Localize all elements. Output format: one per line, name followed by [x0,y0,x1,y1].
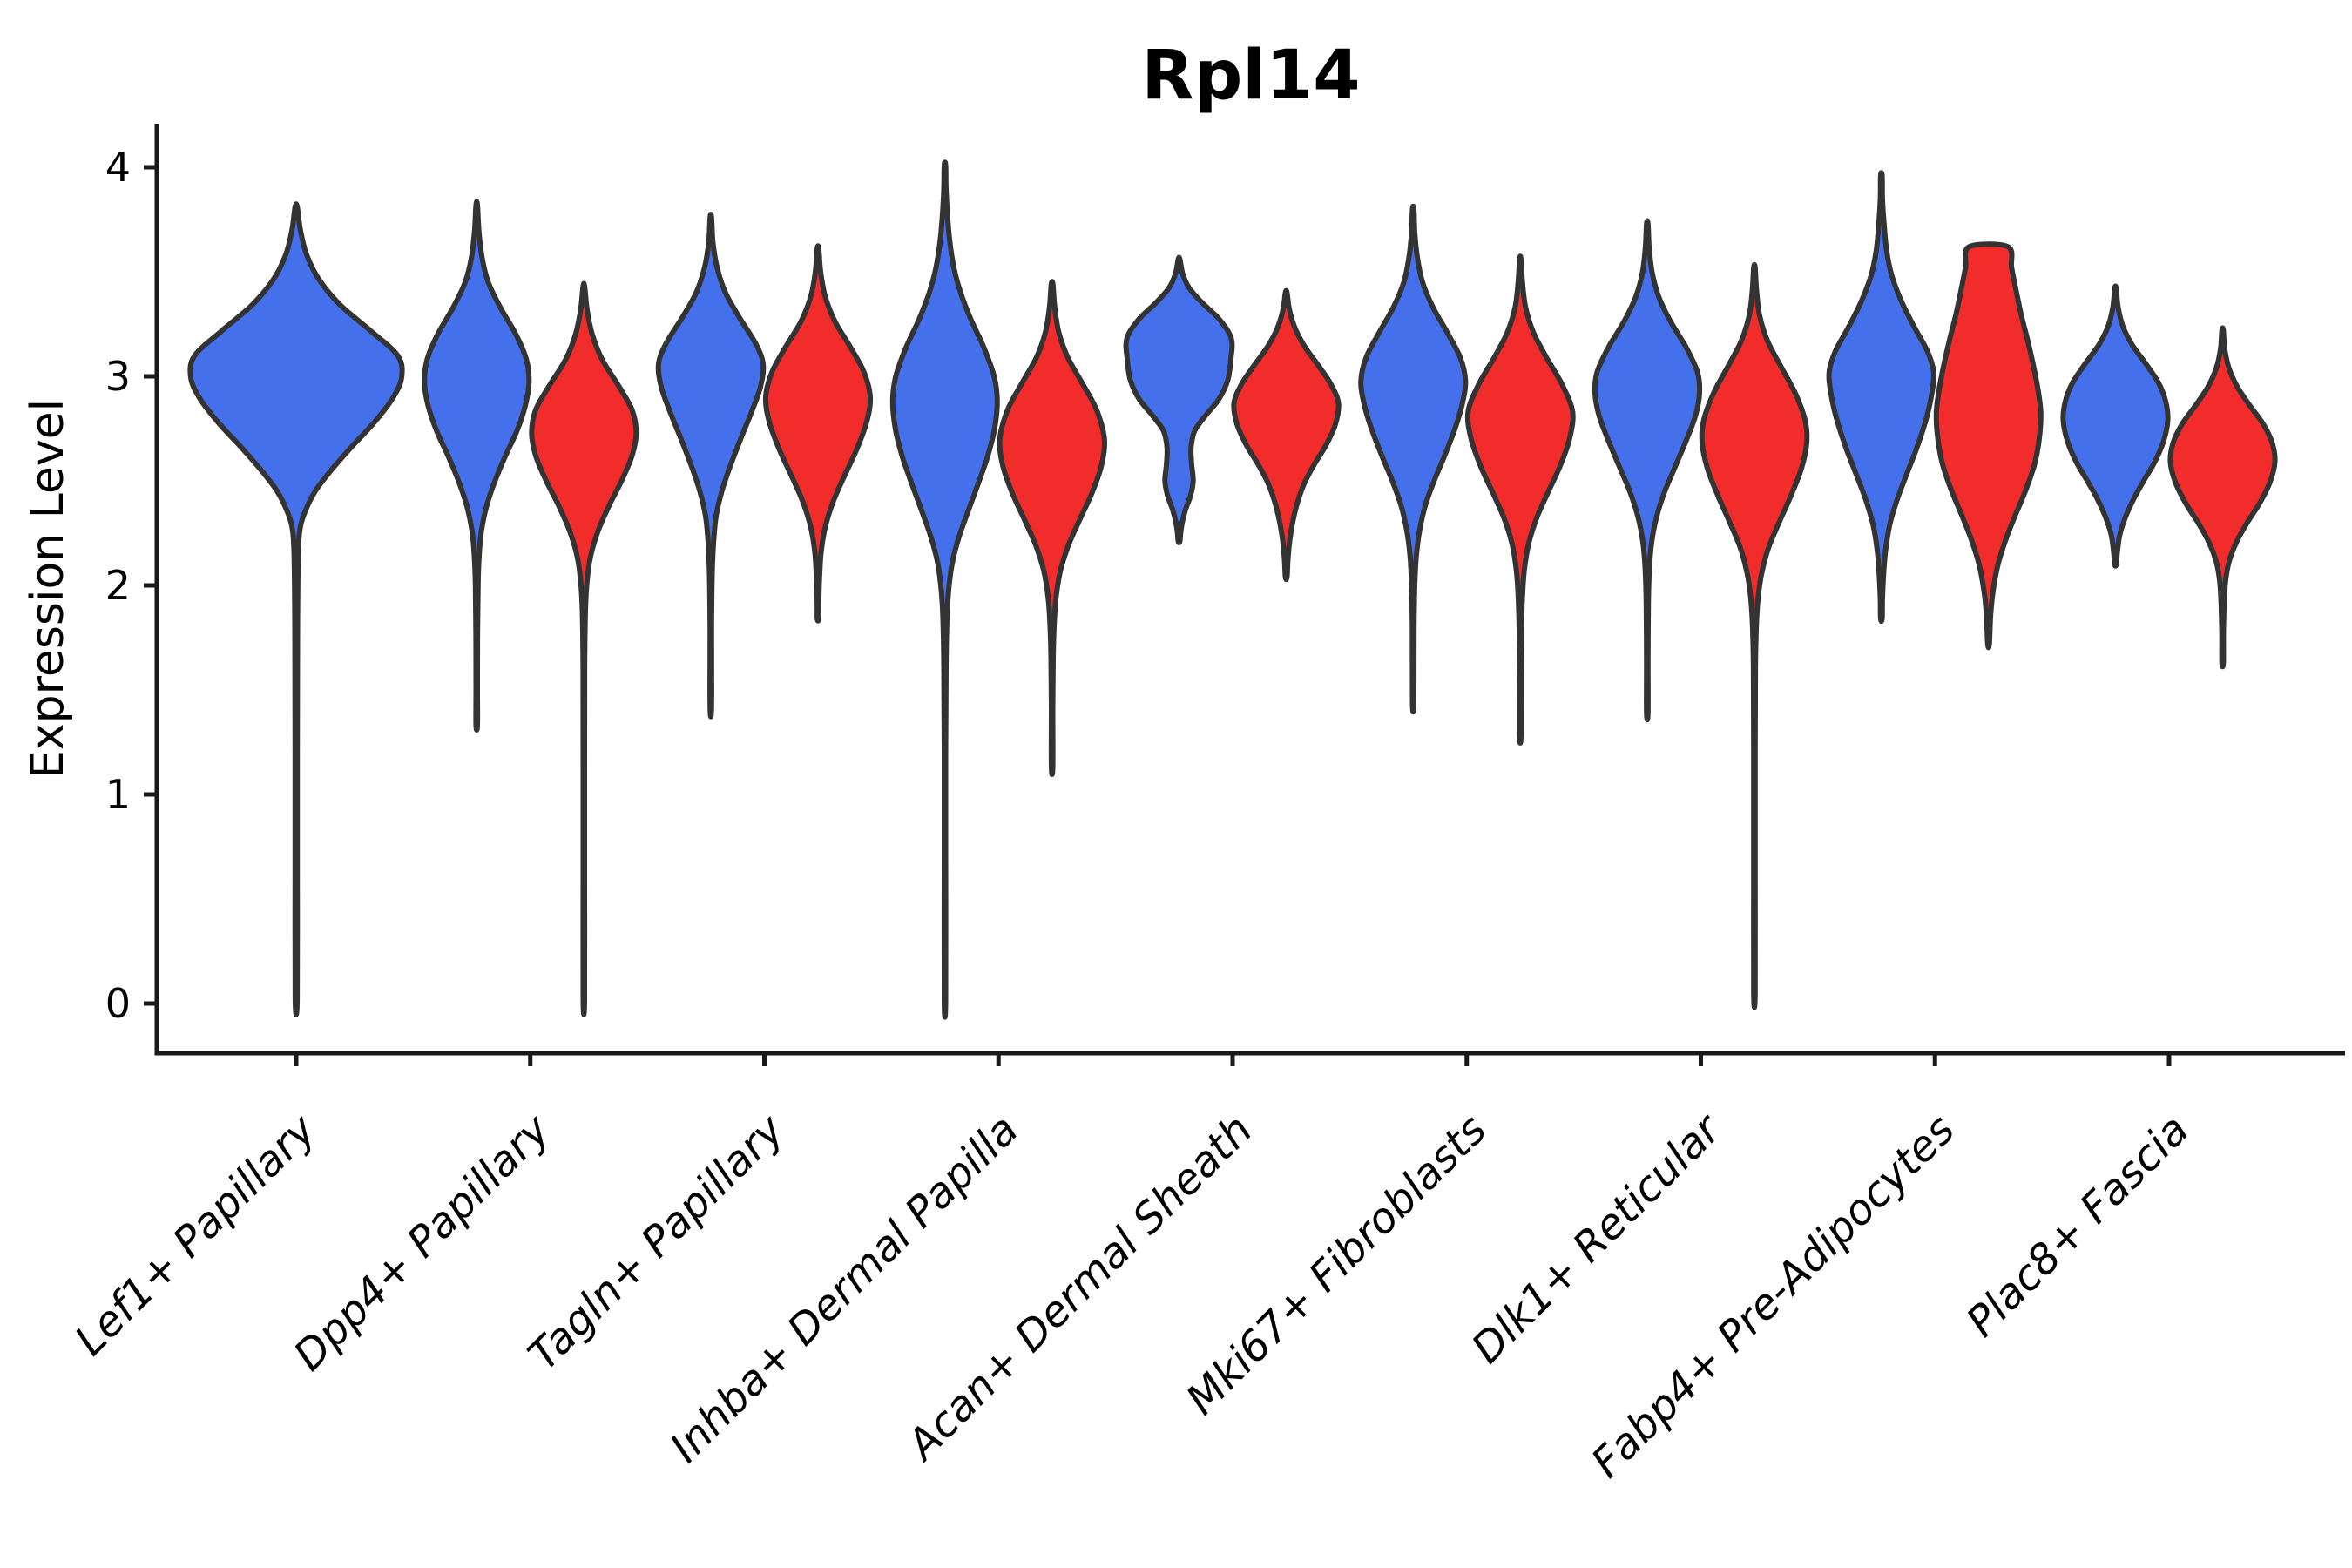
violin-plac8-fascia-red [2167,325,2278,670]
axes [144,124,2345,1066]
y-tick-label: 2 [105,562,131,609]
x-tick-label-tagln-papillary: Tagln+ Papillary [519,1105,794,1380]
x-tick-label-lef1-papillary: Lef1+ Papillary [65,1105,326,1365]
violin-acan-dermal-sheath-red [1231,287,1342,583]
y-tick-label: 1 [105,771,131,818]
x-tick-label-dpp4-papillary: Dpp4+ Papillary [285,1105,560,1380]
violin-dlk1-reticular-blue [1592,218,1703,723]
violin-lef1-papillary-blue [187,201,405,1017]
violin-plac8-fascia-blue [2060,283,2171,569]
violin-fabp4-pre-adipocytes-red [1933,241,2044,651]
violin-fabp4-pre-adipocytes-blue [1826,170,1936,625]
violin-mki67-fibroblasts-red [1464,253,1576,746]
violin-inhba-dermal-papilla-blue [889,159,1000,1020]
violin-mki67-fibroblasts-blue [1358,203,1469,715]
violin-tagln-papillary-red [762,243,874,624]
chart-title: Rpl14 [1141,37,1360,115]
x-tick-label-dlk1-reticular: Dlk1+ Reticular [1463,1104,1733,1374]
violin-dpp4-papillary-red [529,280,639,1017]
violin-dpp4-papillary-blue [422,199,532,733]
y-axis-label: Expression Level [22,399,74,779]
violin-dlk1-reticular-red [1699,261,1810,1010]
violin-bodies [187,159,2278,1020]
y-tick-label: 3 [105,353,131,400]
violin-acan-dermal-sheath-blue [1123,254,1235,545]
y-tick-label: 4 [105,144,131,191]
x-tick-label-plac8-fascia: Plac8+ Fascia [1957,1105,2199,1347]
y-tick-label: 0 [105,980,131,1027]
violin-inhba-dermal-papilla-red [997,279,1108,777]
violin-tagln-papillary-blue [655,212,767,720]
